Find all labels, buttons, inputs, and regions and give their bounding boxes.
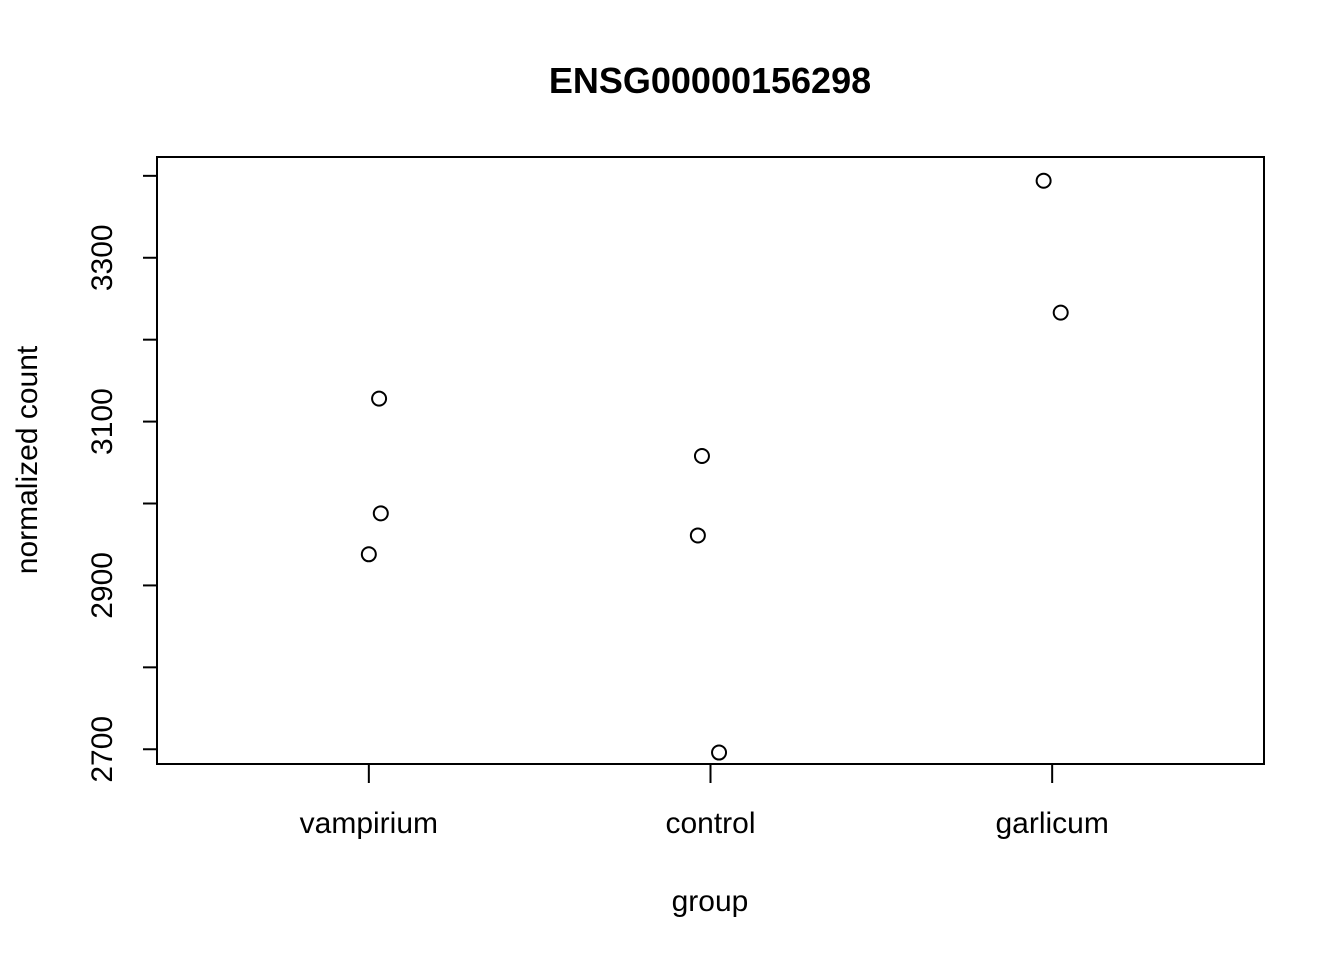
- x-axis-label: group: [672, 885, 749, 918]
- data-point: [689, 527, 706, 544]
- chart-title: ENSG00000156298: [549, 60, 871, 101]
- y-tick-label: 2700: [86, 716, 119, 783]
- data-point: [372, 505, 389, 522]
- data-point: [1052, 304, 1069, 321]
- data-point: [371, 390, 388, 407]
- y-axis: 2700 2900 3100 3300: [86, 174, 158, 783]
- data-point: [1035, 172, 1052, 189]
- y-tick-label: 3100: [86, 388, 119, 455]
- x-tick-label: garlicum: [995, 807, 1108, 840]
- data-point: [711, 744, 728, 761]
- y-tick-label: 2900: [86, 552, 119, 619]
- x-axis: vampirium control garlicum: [300, 764, 1109, 840]
- data-points: [360, 172, 1069, 761]
- y-tick-label: 3300: [86, 224, 119, 291]
- plot-area-box: [156, 156, 1265, 765]
- x-tick-label: vampirium: [300, 807, 438, 840]
- data-point: [360, 546, 377, 563]
- x-tick-label: control: [665, 807, 755, 840]
- data-point: [693, 447, 710, 464]
- y-axis-label: normalized count: [11, 345, 44, 574]
